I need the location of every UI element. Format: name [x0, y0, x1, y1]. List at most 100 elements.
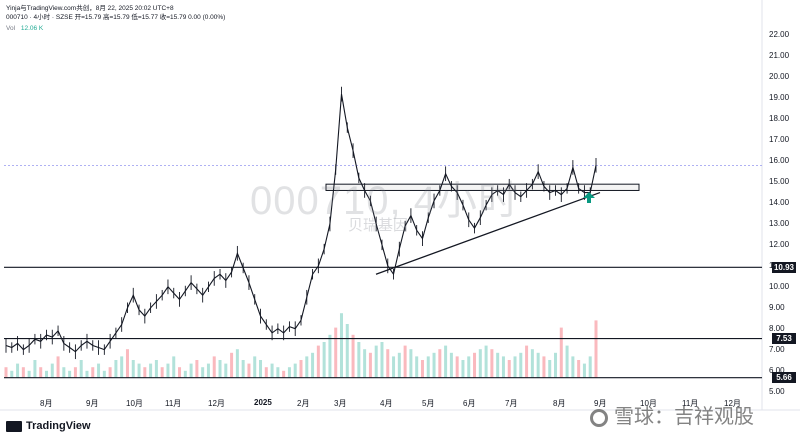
volume-bar [409, 349, 413, 378]
volume-bar [420, 360, 424, 378]
price-tick-label: 12.00 [769, 239, 790, 249]
volume-bar [172, 356, 176, 378]
volume-bar [490, 349, 494, 378]
time-tick-label: 2025 [254, 398, 272, 407]
resistance-zone-box [325, 183, 640, 191]
volume-bar [299, 360, 303, 378]
volume-bar [4, 367, 8, 378]
time-tick-label: 8月 [40, 399, 53, 408]
volume-bar [501, 356, 505, 378]
volume-bar [212, 356, 216, 378]
volume-value: 12.06 K [20, 25, 44, 32]
volume-bar [137, 363, 141, 378]
tradingview-logo[interactable]: TradingView [6, 420, 91, 432]
volume-bar [484, 345, 488, 378]
price-level-tag[interactable]: 10.93 [772, 261, 796, 273]
volume-bar [322, 342, 326, 378]
volume-bar [582, 363, 586, 378]
volume-bar [154, 360, 158, 378]
volume-bar [287, 367, 291, 378]
volume-bar [85, 370, 89, 378]
volume-bar [56, 356, 60, 378]
volume-bar [397, 352, 401, 378]
volume-bar [577, 360, 581, 378]
volume-bar [253, 356, 257, 378]
price-tick-label: 20.00 [769, 72, 790, 82]
time-tick-label: 4月 [380, 399, 393, 408]
price-level-tag[interactable]: 5.66 [772, 372, 796, 384]
price-tick-label: 17.00 [769, 135, 790, 145]
volume-bar [449, 352, 453, 378]
volume-bar [201, 367, 205, 378]
symbol-watermark: 000710, 4小时 [250, 179, 519, 223]
volume-bar [224, 363, 228, 378]
volume-bar [33, 360, 37, 378]
volume-bar [461, 360, 465, 378]
volume-bar [218, 360, 222, 378]
chart-header: Yinja与TradingView.com共创，8月 22, 2025 20:0… [6, 4, 225, 22]
volume-bar [548, 360, 552, 378]
volume-bar [16, 363, 20, 378]
volume-bar [536, 352, 540, 378]
volume-bar [195, 360, 199, 378]
volume-bar [39, 367, 43, 378]
time-tick-label: 10月 [640, 399, 657, 408]
volume-bar [519, 352, 523, 378]
price-tick-label: 7.00 [769, 344, 785, 354]
price-tick-label: 18.00 [769, 114, 790, 124]
volume-bar [44, 370, 48, 378]
volume-bar [467, 356, 471, 378]
volume-bar [27, 370, 31, 378]
volume-bar [559, 327, 563, 378]
price-level-tag[interactable]: 7.53 [772, 333, 796, 345]
price-tick-label: 10.00 [769, 281, 790, 291]
volume-bar [183, 370, 187, 378]
price-tick-label: 14.00 [769, 198, 790, 208]
volume-bar [62, 367, 66, 378]
volume-bar [264, 367, 268, 378]
volume-bar [438, 349, 442, 378]
snowball-icon [590, 408, 608, 427]
volume-bar [386, 349, 390, 378]
time-tick-label: 12月 [724, 399, 741, 408]
volume-bar [588, 356, 592, 378]
price-tick-label: 19.00 [769, 93, 790, 103]
volume-bar [241, 360, 245, 378]
volume-bar [10, 370, 14, 378]
volume-bar [114, 360, 118, 378]
volume-bar [415, 356, 419, 378]
volume-bar [351, 334, 355, 378]
symbol-ohlc-line[interactable]: 000710 · 4小时 · SZSE 开=15.79 高=15.79 低=15… [6, 14, 226, 21]
time-tick-label: 9月 [594, 399, 607, 408]
volume-bar [525, 345, 529, 378]
ascending-trendline [375, 191, 601, 275]
price-tick-label: 16.00 [769, 156, 790, 166]
volume-bar [79, 360, 83, 378]
volume-bar [357, 342, 361, 378]
price-tick-label: 15.00 [769, 177, 790, 187]
time-tick-label: 9月 [86, 399, 99, 408]
volume-legend[interactable]: Vol 12.06 K [6, 24, 43, 33]
volume-bar [455, 356, 459, 378]
volume-bar [554, 352, 558, 378]
time-tick-label: 5月 [422, 399, 435, 408]
time-tick-label: 8月 [553, 399, 566, 408]
price-tick-label: 5.00 [769, 386, 785, 396]
volume-bar [478, 349, 482, 378]
volume-bar [565, 345, 569, 378]
volume-bar [131, 360, 135, 378]
brand-name: TradingView [26, 420, 91, 432]
volume-bar [120, 356, 124, 378]
price-tick-label: 13.00 [769, 218, 790, 228]
time-tick-label: 2月 [297, 399, 310, 408]
volume-bar [444, 345, 448, 378]
volume-bar [178, 367, 182, 378]
volume-bar [339, 313, 343, 378]
volume-bar [368, 352, 372, 378]
volume-bar [230, 352, 234, 378]
time-tick-label: 10月 [126, 399, 143, 408]
volume-bar [73, 367, 77, 378]
volume-bar [50, 363, 54, 378]
